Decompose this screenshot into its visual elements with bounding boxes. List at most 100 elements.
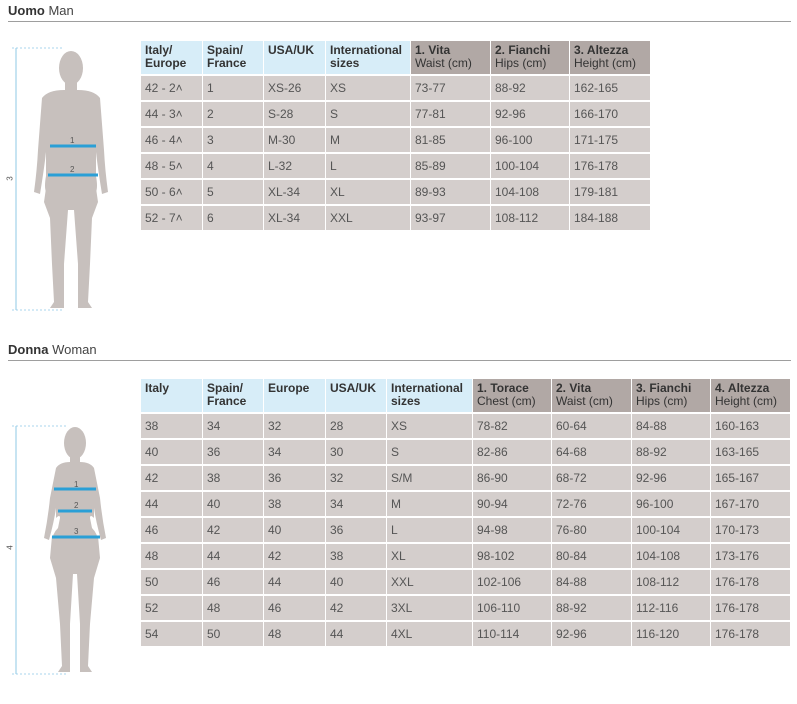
- table-cell: 36: [264, 464, 326, 490]
- woman-column-header-8: 4. Altezza Height (cm): [711, 379, 791, 412]
- table-row: 38 34 32 28 XS 78-82 60-64 84-88 160-163: [141, 412, 791, 438]
- table-cell: 72-76: [552, 490, 632, 516]
- table-cell: 50: [203, 620, 264, 646]
- table-cell: 104-108: [491, 178, 570, 204]
- table-cell: L: [326, 152, 411, 178]
- woman-column-header-unit: Chest (cm): [477, 394, 536, 408]
- table-cell: 30: [326, 438, 387, 464]
- man-section-title: Uomo Man: [8, 3, 791, 22]
- woman-column-header-label: 2. Vita: [556, 381, 592, 395]
- table-cell: 34: [264, 438, 326, 464]
- table-cell: 88-92: [632, 438, 711, 464]
- table-row: 46 - 4˄ 3 M-30 M 81-85 96-100 171-175: [141, 126, 651, 152]
- woman-hips-marker: 3: [74, 527, 79, 536]
- table-cell: 163-165: [711, 438, 791, 464]
- man-column-header-6: 3. Altezza Height (cm): [570, 41, 651, 74]
- table-cell: 170-173: [711, 516, 791, 542]
- table-cell: 44 - 3˄: [141, 100, 203, 126]
- table-cell: 48: [264, 620, 326, 646]
- woman-column-header-label: 3. Fianchi: [636, 381, 692, 395]
- table-cell: 40: [203, 490, 264, 516]
- woman-column-header-5: 1. Torace Chest (cm): [473, 379, 552, 412]
- table-cell: 32: [326, 464, 387, 490]
- table-row: 50 - 6˄ 5 XL-34 XL 89-93 104-108 179-181: [141, 178, 651, 204]
- table-cell: M-30: [264, 126, 326, 152]
- table-row: 52 - 7˄ 6 XL-34 XXL 93-97 108-112 184-188: [141, 204, 651, 230]
- table-cell: 112-116: [632, 594, 711, 620]
- table-cell: 40: [141, 438, 203, 464]
- woman-column-header-unit: Height (cm): [715, 394, 778, 408]
- table-cell: XS: [326, 74, 411, 100]
- table-cell: 73-77: [411, 74, 491, 100]
- woman-column-header-1: Spain/France: [203, 379, 264, 412]
- table-cell: 42: [264, 542, 326, 568]
- man-column-header-label: 3. Altezza: [574, 43, 629, 57]
- table-cell: M: [387, 490, 473, 516]
- table-cell: 85-89: [411, 152, 491, 178]
- table-cell: 116-120: [632, 620, 711, 646]
- table-cell: 42: [141, 464, 203, 490]
- table-cell: 92-96: [552, 620, 632, 646]
- woman-title-it: Donna: [8, 342, 49, 357]
- man-column-header-2: USA/UK: [264, 41, 326, 74]
- table-cell: 48 - 5˄: [141, 152, 203, 178]
- table-cell: 84-88: [632, 412, 711, 438]
- table-cell: XXL: [387, 568, 473, 594]
- man-column-header-4: 1. Vita Waist (cm): [411, 41, 491, 74]
- woman-column-header-3: USA/UK: [326, 379, 387, 412]
- table-row: 46 42 40 36 L 94-98 76-80 100-104 170-173: [141, 516, 791, 542]
- table-cell: 42: [203, 516, 264, 542]
- woman-waist-marker: 2: [74, 501, 79, 510]
- man-title-it: Uomo: [8, 3, 45, 18]
- table-row: 48 44 42 38 XL 98-102 80-84 104-108 173-176: [141, 542, 791, 568]
- table-cell: L: [387, 516, 473, 542]
- man-title-en: Man: [48, 3, 74, 18]
- woman-column-header-unit: Waist (cm): [556, 394, 613, 408]
- woman-column-header-label: 1. Torace: [477, 381, 529, 395]
- table-cell: 52: [141, 594, 203, 620]
- table-cell: 32: [264, 412, 326, 438]
- table-cell: 84-88: [552, 568, 632, 594]
- table-cell: 166-170: [570, 100, 651, 126]
- woman-section-title: Donna Woman: [8, 342, 791, 361]
- table-cell: 48: [203, 594, 264, 620]
- table-cell: 92-96: [632, 464, 711, 490]
- table-cell: 80-84: [552, 542, 632, 568]
- table-cell: 171-175: [570, 126, 651, 152]
- man-column-header-3: International sizes: [326, 41, 411, 74]
- table-cell: 176-178: [570, 152, 651, 178]
- man-size-table: Italy/Europe Spain/France USA/UK Internatio…: [141, 41, 651, 230]
- table-cell: 88-92: [491, 74, 570, 100]
- table-cell: 160-163: [711, 412, 791, 438]
- man-column-header-label: International sizes: [330, 43, 403, 70]
- table-cell: 104-108: [632, 542, 711, 568]
- man-column-header-label: Spain/France: [207, 43, 247, 70]
- woman-size-table: Italy Spain/France Europe USA/UK Internation…: [141, 379, 791, 646]
- table-cell: 60-64: [552, 412, 632, 438]
- table-cell: 176-178: [711, 594, 791, 620]
- table-row: 52 48 46 42 3XL 106-110 88-92 112-116 176-178: [141, 594, 791, 620]
- man-column-header-label: Italy/Europe: [145, 43, 187, 70]
- table-cell: XS-26: [264, 74, 326, 100]
- table-cell: 5: [203, 178, 264, 204]
- table-cell: 46: [264, 594, 326, 620]
- table-cell: 54: [141, 620, 203, 646]
- table-cell: S: [387, 438, 473, 464]
- woman-column-header-7: 3. Fianchi Hips (cm): [632, 379, 711, 412]
- woman-column-header-label: International sizes: [391, 381, 464, 408]
- table-cell: XS: [387, 412, 473, 438]
- woman-column-header-label: 4. Altezza: [715, 381, 770, 395]
- table-cell: XL: [387, 542, 473, 568]
- woman-column-header-label: Italy: [145, 381, 170, 395]
- table-cell: 96-100: [632, 490, 711, 516]
- table-cell: 4XL: [387, 620, 473, 646]
- table-cell: XXL: [326, 204, 411, 230]
- table-cell: 40: [326, 568, 387, 594]
- table-cell: 52 - 7˄: [141, 204, 203, 230]
- table-cell: 176-178: [711, 568, 791, 594]
- table-cell: 162-165: [570, 74, 651, 100]
- man-column-header-unit: Hips (cm): [495, 56, 547, 70]
- woman-column-header-label: USA/UK: [330, 381, 377, 395]
- table-cell: 93-97: [411, 204, 491, 230]
- table-cell: 36: [203, 438, 264, 464]
